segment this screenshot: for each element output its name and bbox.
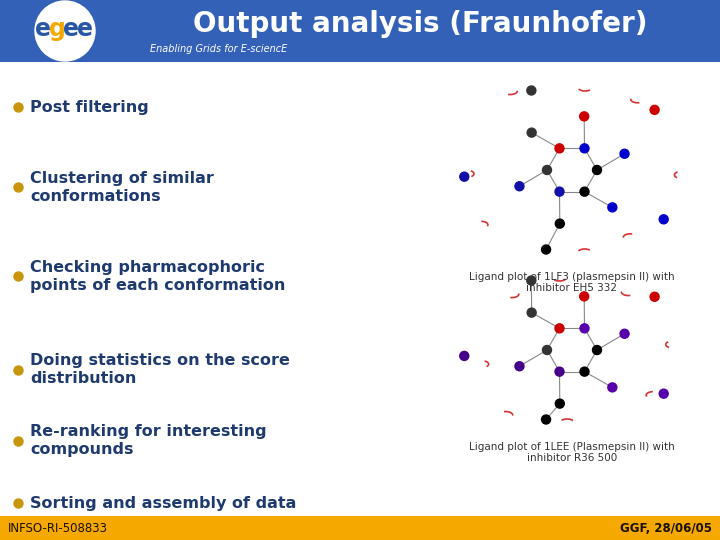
Text: Ligand plot of 1LF3 (plasmepsin II) with
inhibitor EH5 332: Ligand plot of 1LF3 (plasmepsin II) with… [469,272,675,293]
Text: INFSO-RI-508833: INFSO-RI-508833 [8,522,108,535]
Text: e: e [77,17,93,41]
Circle shape [593,346,601,354]
Circle shape [515,182,524,191]
Bar [0,0,720,62]
Text: e: e [63,17,79,41]
Circle shape [580,112,589,121]
Circle shape [555,144,564,153]
Text: Post filtering: Post filtering [30,99,149,114]
Circle shape [620,329,629,338]
Circle shape [460,352,469,360]
Circle shape [555,187,564,196]
Circle shape [35,1,95,61]
Text: e: e [35,17,51,41]
Text: g: g [48,17,66,41]
Circle shape [555,399,564,408]
Circle shape [527,128,536,137]
Circle shape [555,219,564,228]
Circle shape [608,203,617,212]
Bar [437,273,707,428]
Text: Re-ranking for interesting
compounds: Re-ranking for interesting compounds [30,424,266,457]
Circle shape [555,324,564,333]
Text: Enabling Grids for E-sciencE: Enabling Grids for E-sciencE [150,44,287,54]
Circle shape [620,149,629,158]
Circle shape [515,362,524,371]
Circle shape [542,346,552,354]
Circle shape [541,245,551,254]
Text: Doing statistics on the score
distribution: Doing statistics on the score distributi… [30,353,290,386]
Text: Checking pharmacophoric
points of each conformation: Checking pharmacophoric points of each c… [30,260,285,293]
Text: Ligand plot of 1LEE (Plasmepsin II) with
inhibitor R36 500: Ligand plot of 1LEE (Plasmepsin II) with… [469,442,675,463]
Circle shape [660,215,668,224]
Text: Sorting and assembly of data: Sorting and assembly of data [30,496,297,511]
Bar [437,83,707,258]
Circle shape [527,86,536,95]
Circle shape [580,187,589,196]
Circle shape [660,389,668,398]
Text: Clustering of similar
conformations: Clustering of similar conformations [30,171,214,204]
Text: Output analysis (Fraunhofer): Output analysis (Fraunhofer) [193,10,647,38]
Text: GGF, 28/06/05: GGF, 28/06/05 [620,522,712,535]
Circle shape [608,383,617,392]
Circle shape [460,172,469,181]
Circle shape [593,165,601,174]
Circle shape [541,415,551,424]
Circle shape [542,165,552,174]
Bar [0,516,720,540]
Circle shape [580,367,589,376]
Circle shape [650,292,659,301]
Circle shape [580,144,589,153]
Circle shape [555,367,564,376]
Circle shape [527,308,536,317]
Circle shape [527,276,536,285]
Circle shape [580,324,589,333]
Circle shape [650,105,659,114]
Circle shape [580,292,589,301]
